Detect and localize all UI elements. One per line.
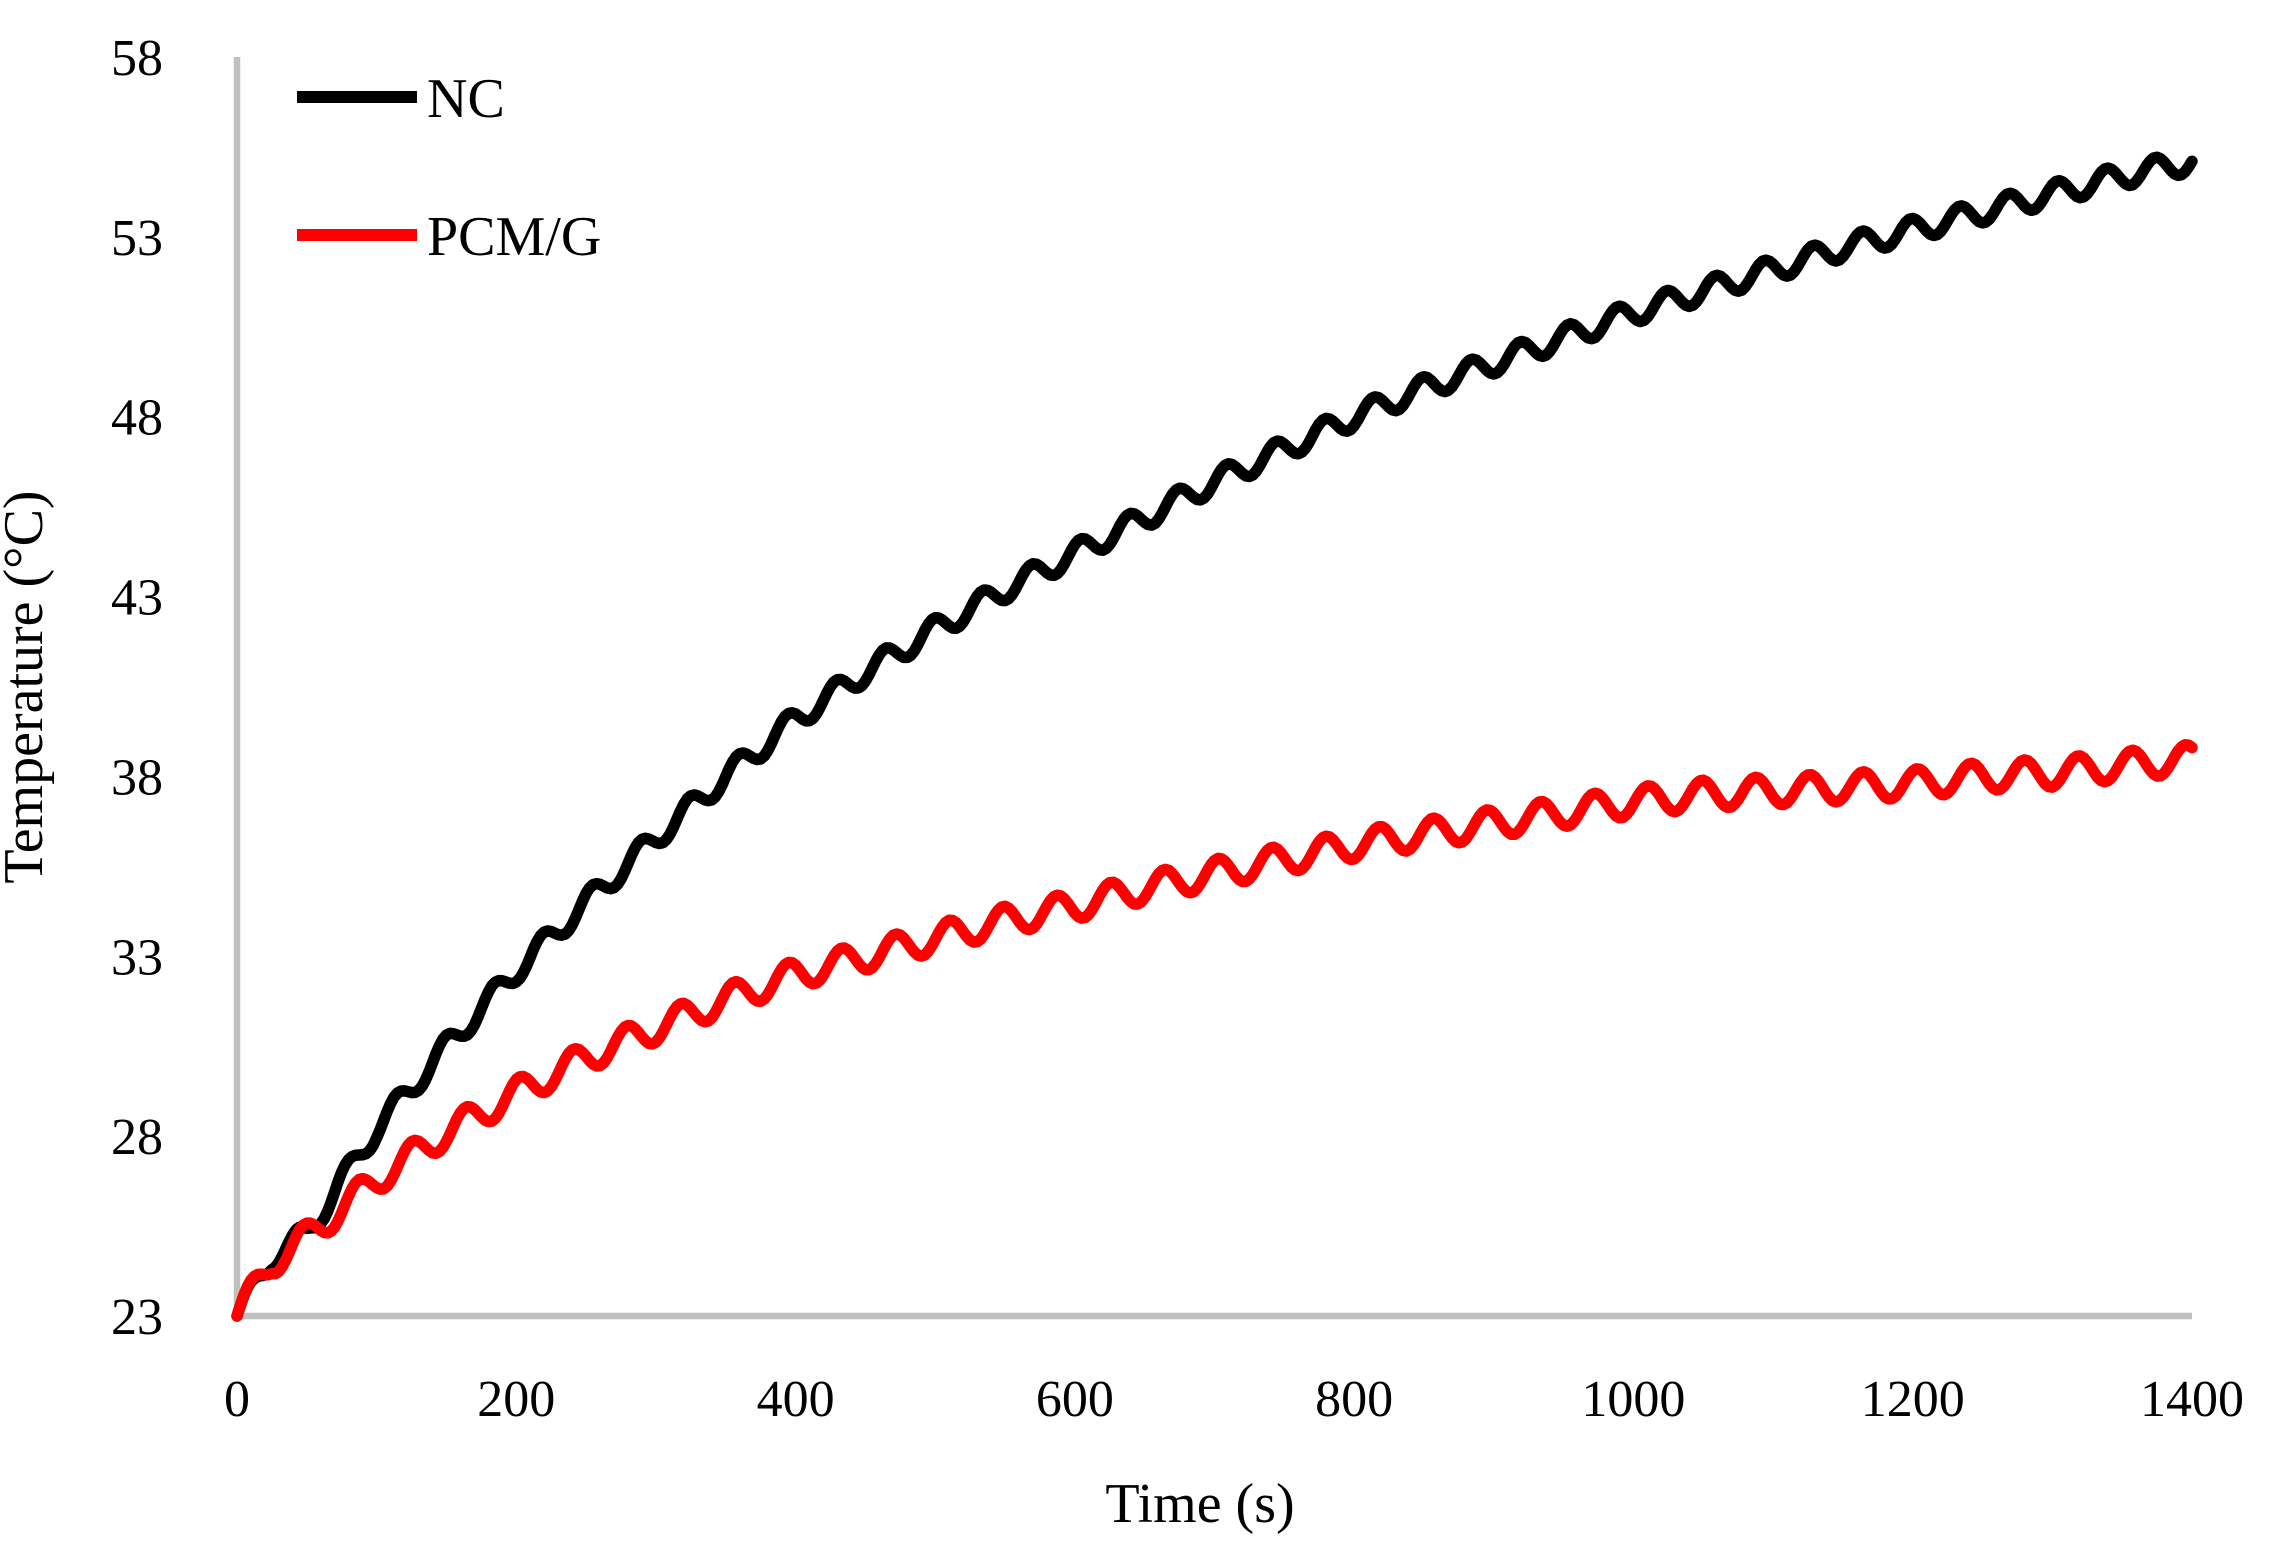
y-tick-label: 53 <box>111 210 163 267</box>
data-series <box>231 151 2198 1322</box>
y-tick-label: 23 <box>111 1289 163 1346</box>
x-tick-label: 1000 <box>1581 1371 1685 1428</box>
series-line-nc <box>231 151 2198 1322</box>
legend: NC PCM/G <box>297 68 601 268</box>
y-tick-label: 58 <box>111 30 163 87</box>
x-tick-label: 1400 <box>2140 1371 2244 1428</box>
y-tick-label: 43 <box>111 570 163 627</box>
legend-label-pcmg: PCM/G <box>427 206 601 268</box>
x-tick-label: 1200 <box>1861 1371 1965 1428</box>
y-axis-title: Temperature (°C) <box>0 490 55 883</box>
x-tick-label: 400 <box>757 1371 835 1428</box>
x-tick-label: 200 <box>477 1371 555 1428</box>
x-axis-tick-labels: 0 200 400 600 800 1000 1200 1400 <box>224 1371 2244 1428</box>
y-axis-tick-labels: 23 28 33 38 43 48 53 58 <box>111 30 163 1346</box>
y-tick-label: 28 <box>111 1109 163 1166</box>
y-tick-label: 33 <box>111 929 163 986</box>
y-tick-label: 48 <box>111 390 163 447</box>
x-tick-label: 600 <box>1036 1371 1114 1428</box>
series-line-pcmg <box>231 739 2198 1322</box>
y-tick-label: 38 <box>111 749 163 806</box>
legend-label-nc: NC <box>427 68 505 130</box>
x-axis-title: Time (s) <box>1105 1473 1294 1535</box>
x-tick-label: 0 <box>224 1371 250 1428</box>
x-tick-label: 800 <box>1315 1371 1393 1428</box>
